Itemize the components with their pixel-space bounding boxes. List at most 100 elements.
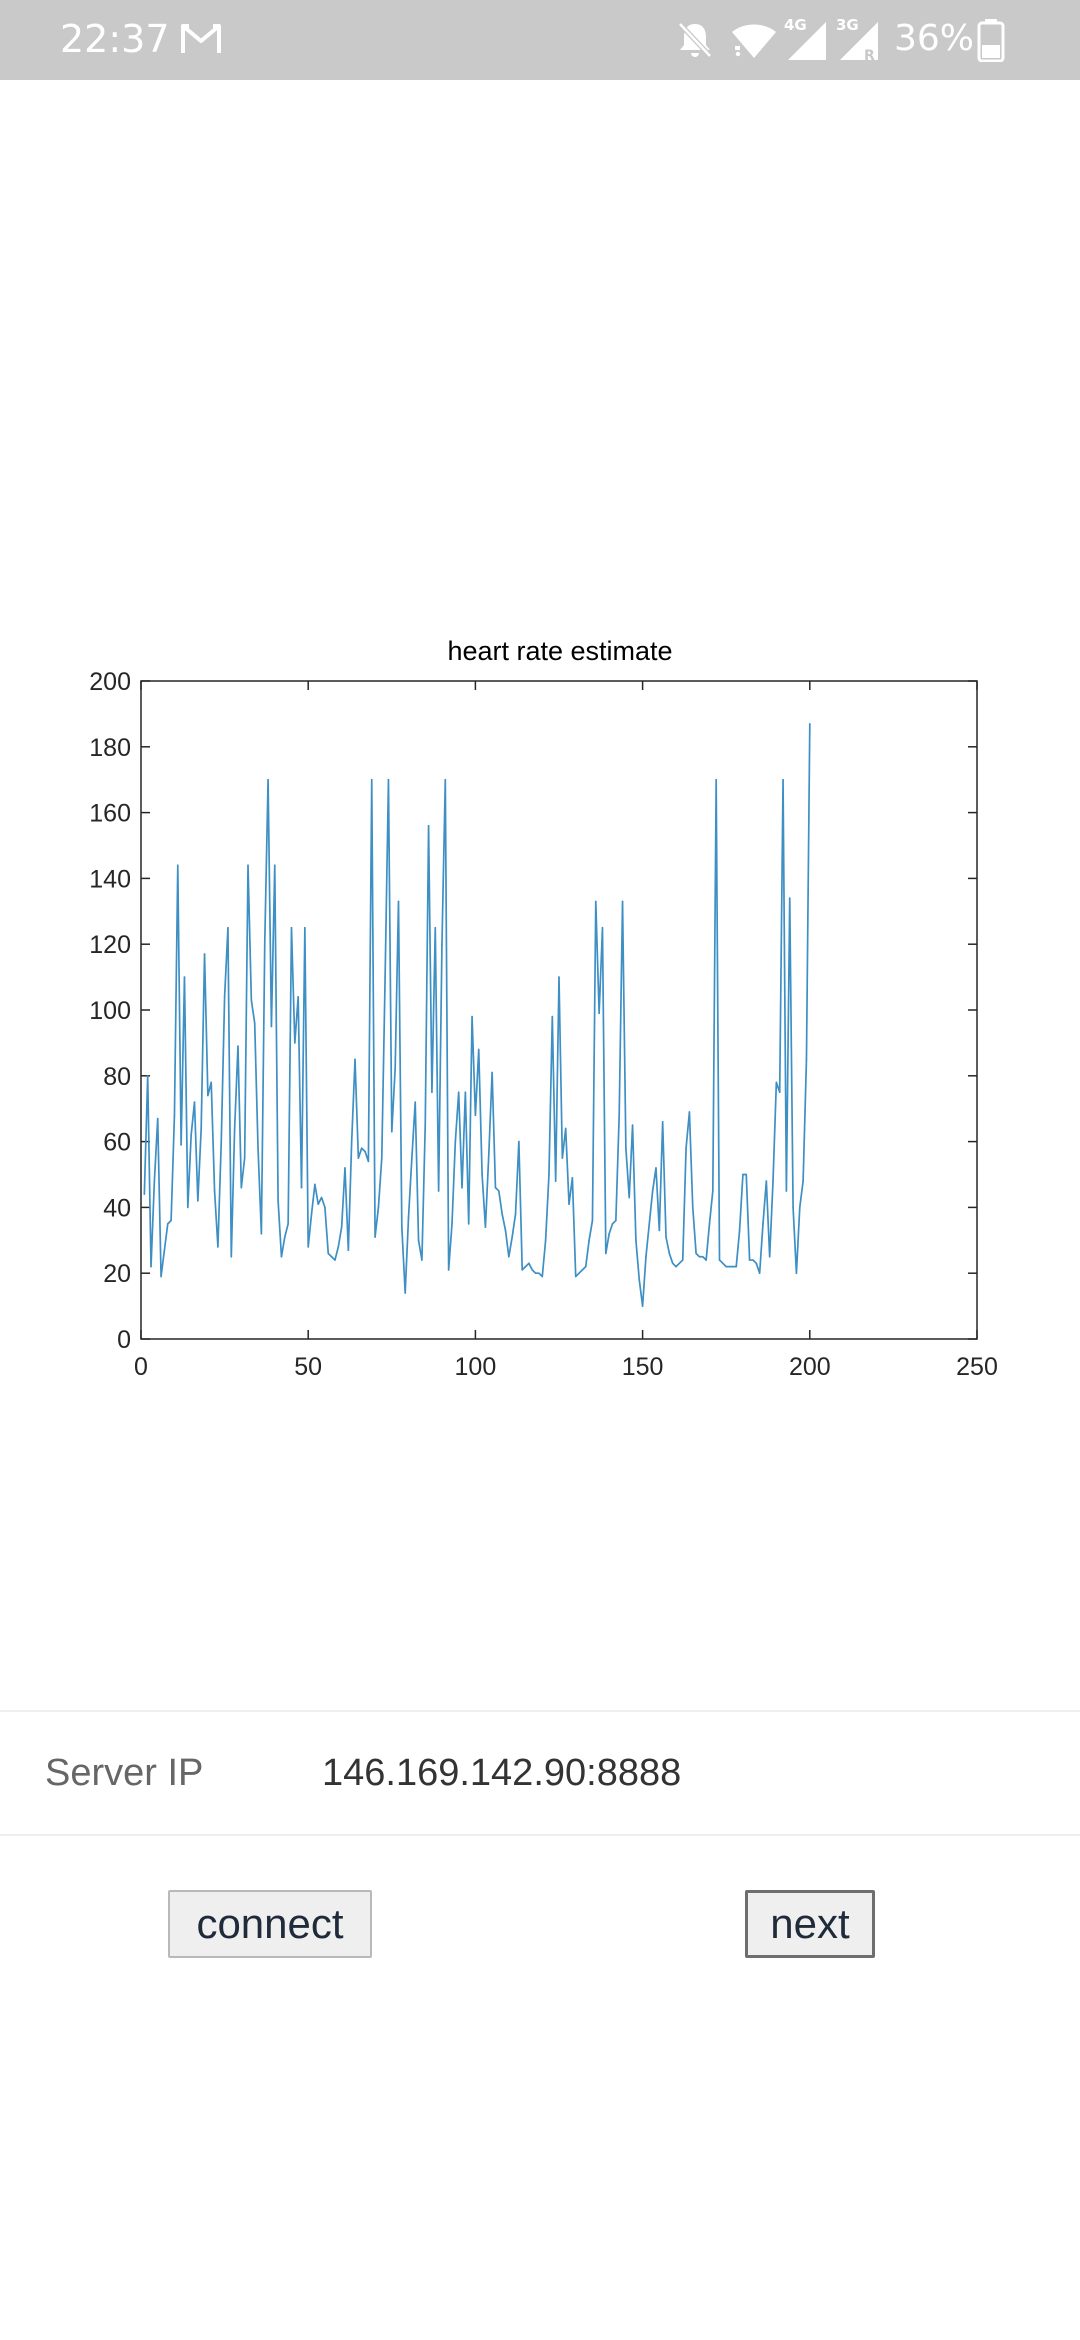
- data-point: [277, 1200, 279, 1202]
- data-point: [584, 1265, 587, 1268]
- data-point: [638, 1278, 641, 1281]
- data-point: [698, 1255, 701, 1258]
- data-point: [608, 1232, 610, 1235]
- status-bar: 22:37 4G 3G R 36%: [0, 0, 1080, 80]
- data-point: [511, 1236, 513, 1238]
- server-ip-input[interactable]: [300, 1738, 1020, 1808]
- data-point: [701, 1255, 704, 1258]
- y-tick-label: 20: [103, 1260, 131, 1288]
- data-point: [578, 1272, 580, 1274]
- data-point: [294, 1042, 296, 1044]
- server-ip-row: Server IP: [0, 1710, 1080, 1836]
- data-point: [183, 976, 186, 978]
- data-point: [772, 1180, 774, 1182]
- data-point: [297, 996, 299, 998]
- data-point: [665, 1236, 667, 1238]
- data-point: [287, 1223, 289, 1225]
- data-point: [514, 1213, 517, 1215]
- data-point: [434, 926, 437, 929]
- data-point: [384, 976, 386, 978]
- series-points: [143, 722, 811, 1307]
- data-point: [685, 1147, 687, 1149]
- next-button[interactable]: next: [745, 1890, 875, 1958]
- x-tick-label: 0: [134, 1353, 148, 1380]
- data-point: [571, 1176, 574, 1179]
- data-point: [524, 1265, 527, 1268]
- data-point: [237, 1045, 239, 1047]
- data-point: [691, 1206, 694, 1209]
- chart-title: heart rate estimate: [447, 636, 672, 666]
- data-point: [581, 1269, 584, 1271]
- data-point: [778, 1091, 781, 1094]
- data-point: [307, 1246, 310, 1248]
- data-point: [334, 1259, 336, 1261]
- data-point: [280, 1255, 283, 1258]
- data-point: [708, 1223, 711, 1225]
- x-tick-label: 200: [789, 1353, 831, 1380]
- data-point: [397, 900, 400, 903]
- data-point: [150, 1265, 152, 1268]
- data-point: [805, 1058, 808, 1061]
- connect-button[interactable]: connect: [168, 1890, 372, 1958]
- data-point: [143, 1193, 146, 1196]
- data-point: [257, 1147, 259, 1149]
- data-point: [521, 1269, 524, 1271]
- signal-3g-roaming-icon: 3G R: [836, 16, 878, 62]
- data-point: [712, 1190, 714, 1192]
- data-point: [270, 1025, 273, 1028]
- data-point: [484, 1226, 487, 1228]
- data-point: [146, 1075, 149, 1077]
- data-point: [250, 999, 253, 1001]
- data-point: [651, 1190, 654, 1192]
- data-point: [451, 1223, 453, 1225]
- data-point: [441, 943, 443, 945]
- data-point: [668, 1252, 671, 1255]
- data-point: [260, 1232, 263, 1235]
- data-point: [203, 953, 206, 955]
- heart-rate-chart: heart rate estimate 0 20 40 60 80 100 120 140 16…: [0, 620, 1080, 1381]
- data-point: [467, 1223, 470, 1225]
- data-point: [253, 1022, 256, 1024]
- data-point: [444, 778, 447, 781]
- wifi-icon: [732, 24, 776, 58]
- data-point: [558, 976, 560, 978]
- data-point: [180, 1144, 182, 1146]
- x-tick-label: 100: [455, 1353, 497, 1380]
- data-point: [176, 864, 179, 867]
- data-point: [227, 926, 229, 929]
- data-point: [166, 1223, 169, 1225]
- data-point: [518, 1140, 520, 1143]
- data-point: [263, 943, 266, 945]
- data-point: [795, 1272, 798, 1274]
- data-point: [705, 1259, 707, 1261]
- signal-4g-icon: 4G: [784, 16, 826, 60]
- notifications-muted-icon: [678, 22, 712, 58]
- data-point: [655, 1167, 657, 1169]
- data-point: [588, 1239, 590, 1242]
- data-point: [628, 1196, 631, 1199]
- data-point: [173, 1114, 176, 1117]
- data-point: [170, 1219, 172, 1222]
- data-point: [394, 1068, 396, 1071]
- y-tick-label: 140: [89, 865, 131, 893]
- x-tick-label: 150: [622, 1353, 664, 1380]
- x-tick-label: 50: [294, 1353, 322, 1380]
- data-point: [431, 1091, 433, 1094]
- data-point: [153, 1180, 156, 1182]
- data-point: [367, 1160, 370, 1163]
- data-point: [538, 1272, 540, 1274]
- data-point: [421, 1259, 423, 1261]
- data-point: [785, 1190, 788, 1192]
- data-point: [531, 1269, 534, 1271]
- data-point: [273, 864, 276, 867]
- data-point: [156, 1117, 159, 1120]
- data-point: [504, 1229, 507, 1232]
- data-point: [732, 1265, 734, 1268]
- data-point: [775, 1081, 778, 1084]
- data-point: [658, 1229, 661, 1232]
- y-tick-label: 80: [103, 1063, 131, 1091]
- data-point: [217, 1246, 219, 1248]
- battery-percentage: 36%: [894, 18, 975, 59]
- data-point: [561, 1157, 564, 1159]
- y-tick-label: 200: [89, 668, 131, 696]
